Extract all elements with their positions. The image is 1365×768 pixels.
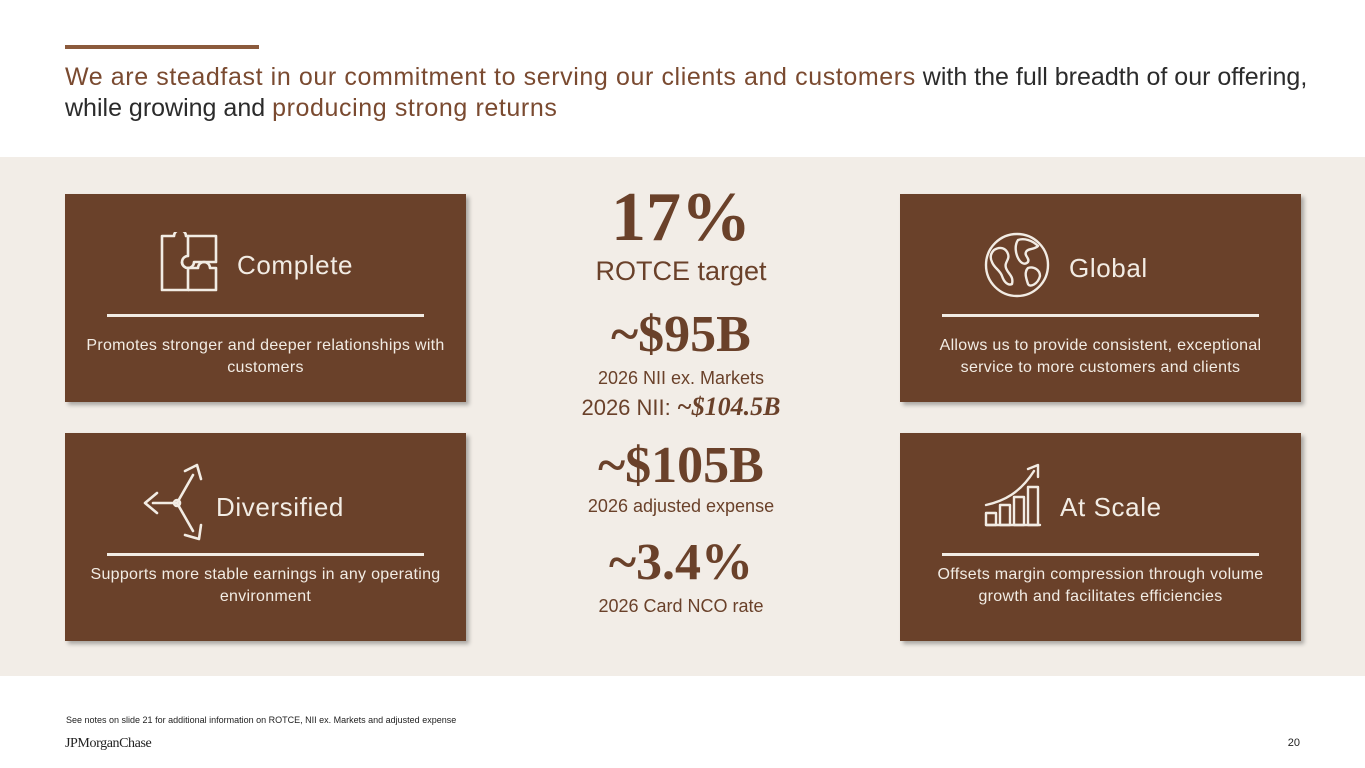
card-complete: Complete Promotes stronger and deeper re… bbox=[65, 194, 466, 402]
globe-icon bbox=[984, 232, 1050, 303]
key-metrics: 17% ROTCE target ~$95B 2026 NII ex. Mark… bbox=[531, 180, 831, 617]
card-title: Complete bbox=[237, 250, 354, 280]
nii-value: ~$104.5B bbox=[676, 392, 781, 421]
card-description: Allows us to provide consistent, excepti… bbox=[939, 337, 1262, 376]
card-divider bbox=[942, 314, 1259, 317]
company-logo: JPMorganChase bbox=[65, 736, 152, 751]
card-diversified: Diversified Supports more stable earning… bbox=[65, 433, 466, 641]
title-accent-rule bbox=[65, 45, 259, 49]
adjusted-expense-label: 2026 adjusted expense bbox=[587, 496, 775, 516]
diverging-arrows-icon bbox=[141, 461, 211, 548]
page-title: We are steadfast in our commitment to se… bbox=[65, 62, 1315, 124]
nii-line: 2026 NII: ~$104.5B bbox=[531, 393, 831, 422]
card-description: Offsets margin compression through volum… bbox=[937, 566, 1264, 605]
card-description: Promotes stronger and deeper relationshi… bbox=[86, 337, 445, 376]
card-nco-value: ~3.4% bbox=[608, 534, 754, 591]
headline-highlight-2: producing strong returns bbox=[272, 94, 558, 122]
nii-ex-markets-label: 2026 NII ex. Markets bbox=[597, 368, 765, 388]
rotce-label: ROTCE target bbox=[595, 256, 767, 286]
nii-label: 2026 NII: bbox=[581, 395, 677, 420]
card-divider bbox=[107, 314, 424, 317]
card-divider bbox=[107, 553, 424, 556]
card-at-scale: At Scale Offsets margin compression thro… bbox=[900, 433, 1301, 641]
puzzle-icon bbox=[158, 228, 220, 299]
adjusted-expense-value: ~$105B bbox=[598, 437, 764, 494]
page-number: 20 bbox=[1287, 737, 1300, 749]
rotce-value: 17% bbox=[611, 179, 751, 256]
card-nco-label: 2026 Card NCO rate bbox=[598, 596, 764, 616]
card-title: Global bbox=[1069, 253, 1148, 283]
nii-ex-markets-value: ~$95B bbox=[611, 306, 751, 363]
card-title: Diversified bbox=[216, 492, 344, 522]
card-title: At Scale bbox=[1060, 492, 1162, 522]
card-divider bbox=[942, 553, 1259, 556]
card-description: Supports more stable earnings in any ope… bbox=[90, 566, 441, 605]
card-global: Global Allows us to provide consistent, … bbox=[900, 194, 1301, 402]
growth-chart-icon bbox=[982, 461, 1044, 534]
footnote: See notes on slide 21 for additional inf… bbox=[66, 715, 457, 725]
headline-text: with the full breadth of our offering, w… bbox=[65, 63, 1308, 122]
headline-highlight-1: We are steadfast in our commitment to se… bbox=[65, 63, 916, 91]
